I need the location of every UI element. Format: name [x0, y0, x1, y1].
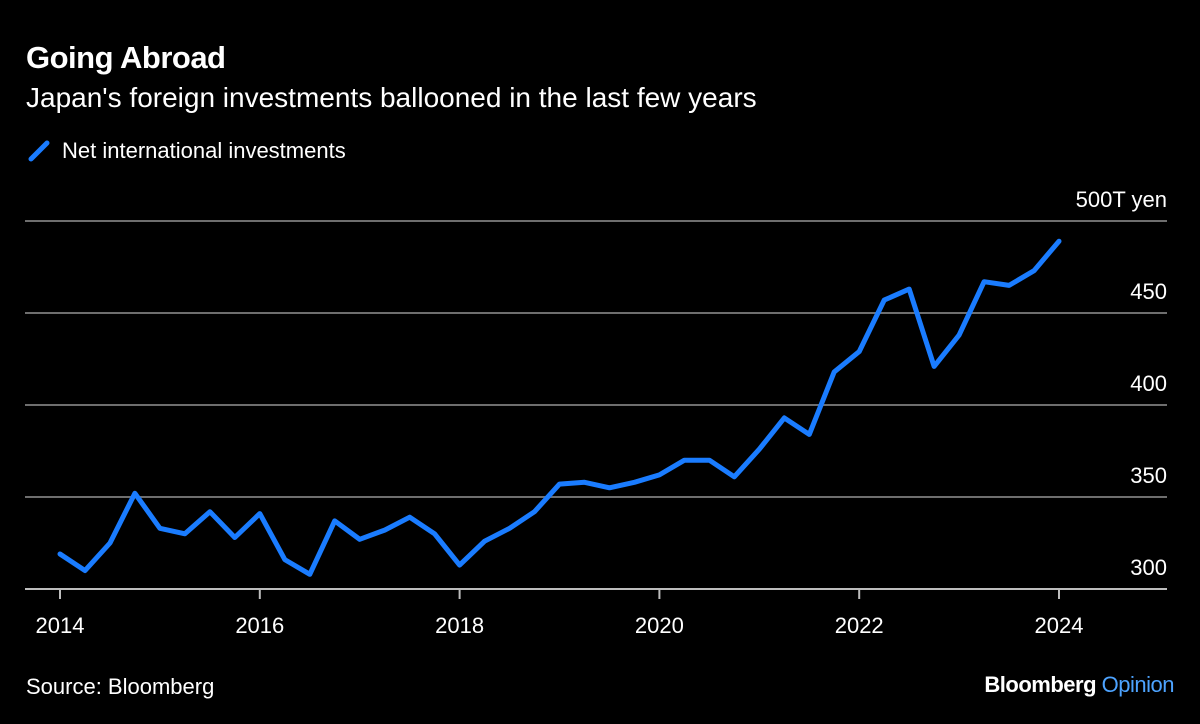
y-tick-label: 300	[1130, 555, 1167, 580]
y-tick-label: 500T yen	[1076, 187, 1167, 212]
chart-title: Going Abroad	[26, 40, 226, 75]
brand-main: Bloomberg	[984, 672, 1097, 697]
x-tick-label: 2014	[36, 613, 85, 638]
brand-logo: Bloomberg Opinion	[984, 672, 1174, 698]
x-tick-label: 2020	[635, 613, 684, 638]
y-tick-label: 350	[1130, 463, 1167, 488]
legend-label: Net international investments	[62, 138, 346, 163]
source-note: Source: Bloomberg	[26, 674, 215, 699]
brand-sub: Opinion	[1101, 672, 1175, 697]
x-tick-label: 2018	[435, 613, 484, 638]
chart-subtitle: Japan's foreign investments ballooned in…	[26, 82, 757, 113]
x-tick-label: 2022	[835, 613, 884, 638]
x-tick-label: 2016	[235, 613, 284, 638]
legend-swatch-icon	[28, 140, 50, 162]
legend: Net international investments	[28, 138, 346, 164]
series-line	[57, 238, 1062, 577]
y-tick-label: 450	[1130, 279, 1167, 304]
y-tick-label: 400	[1130, 371, 1167, 396]
x-tick-label: 2024	[1035, 613, 1084, 638]
